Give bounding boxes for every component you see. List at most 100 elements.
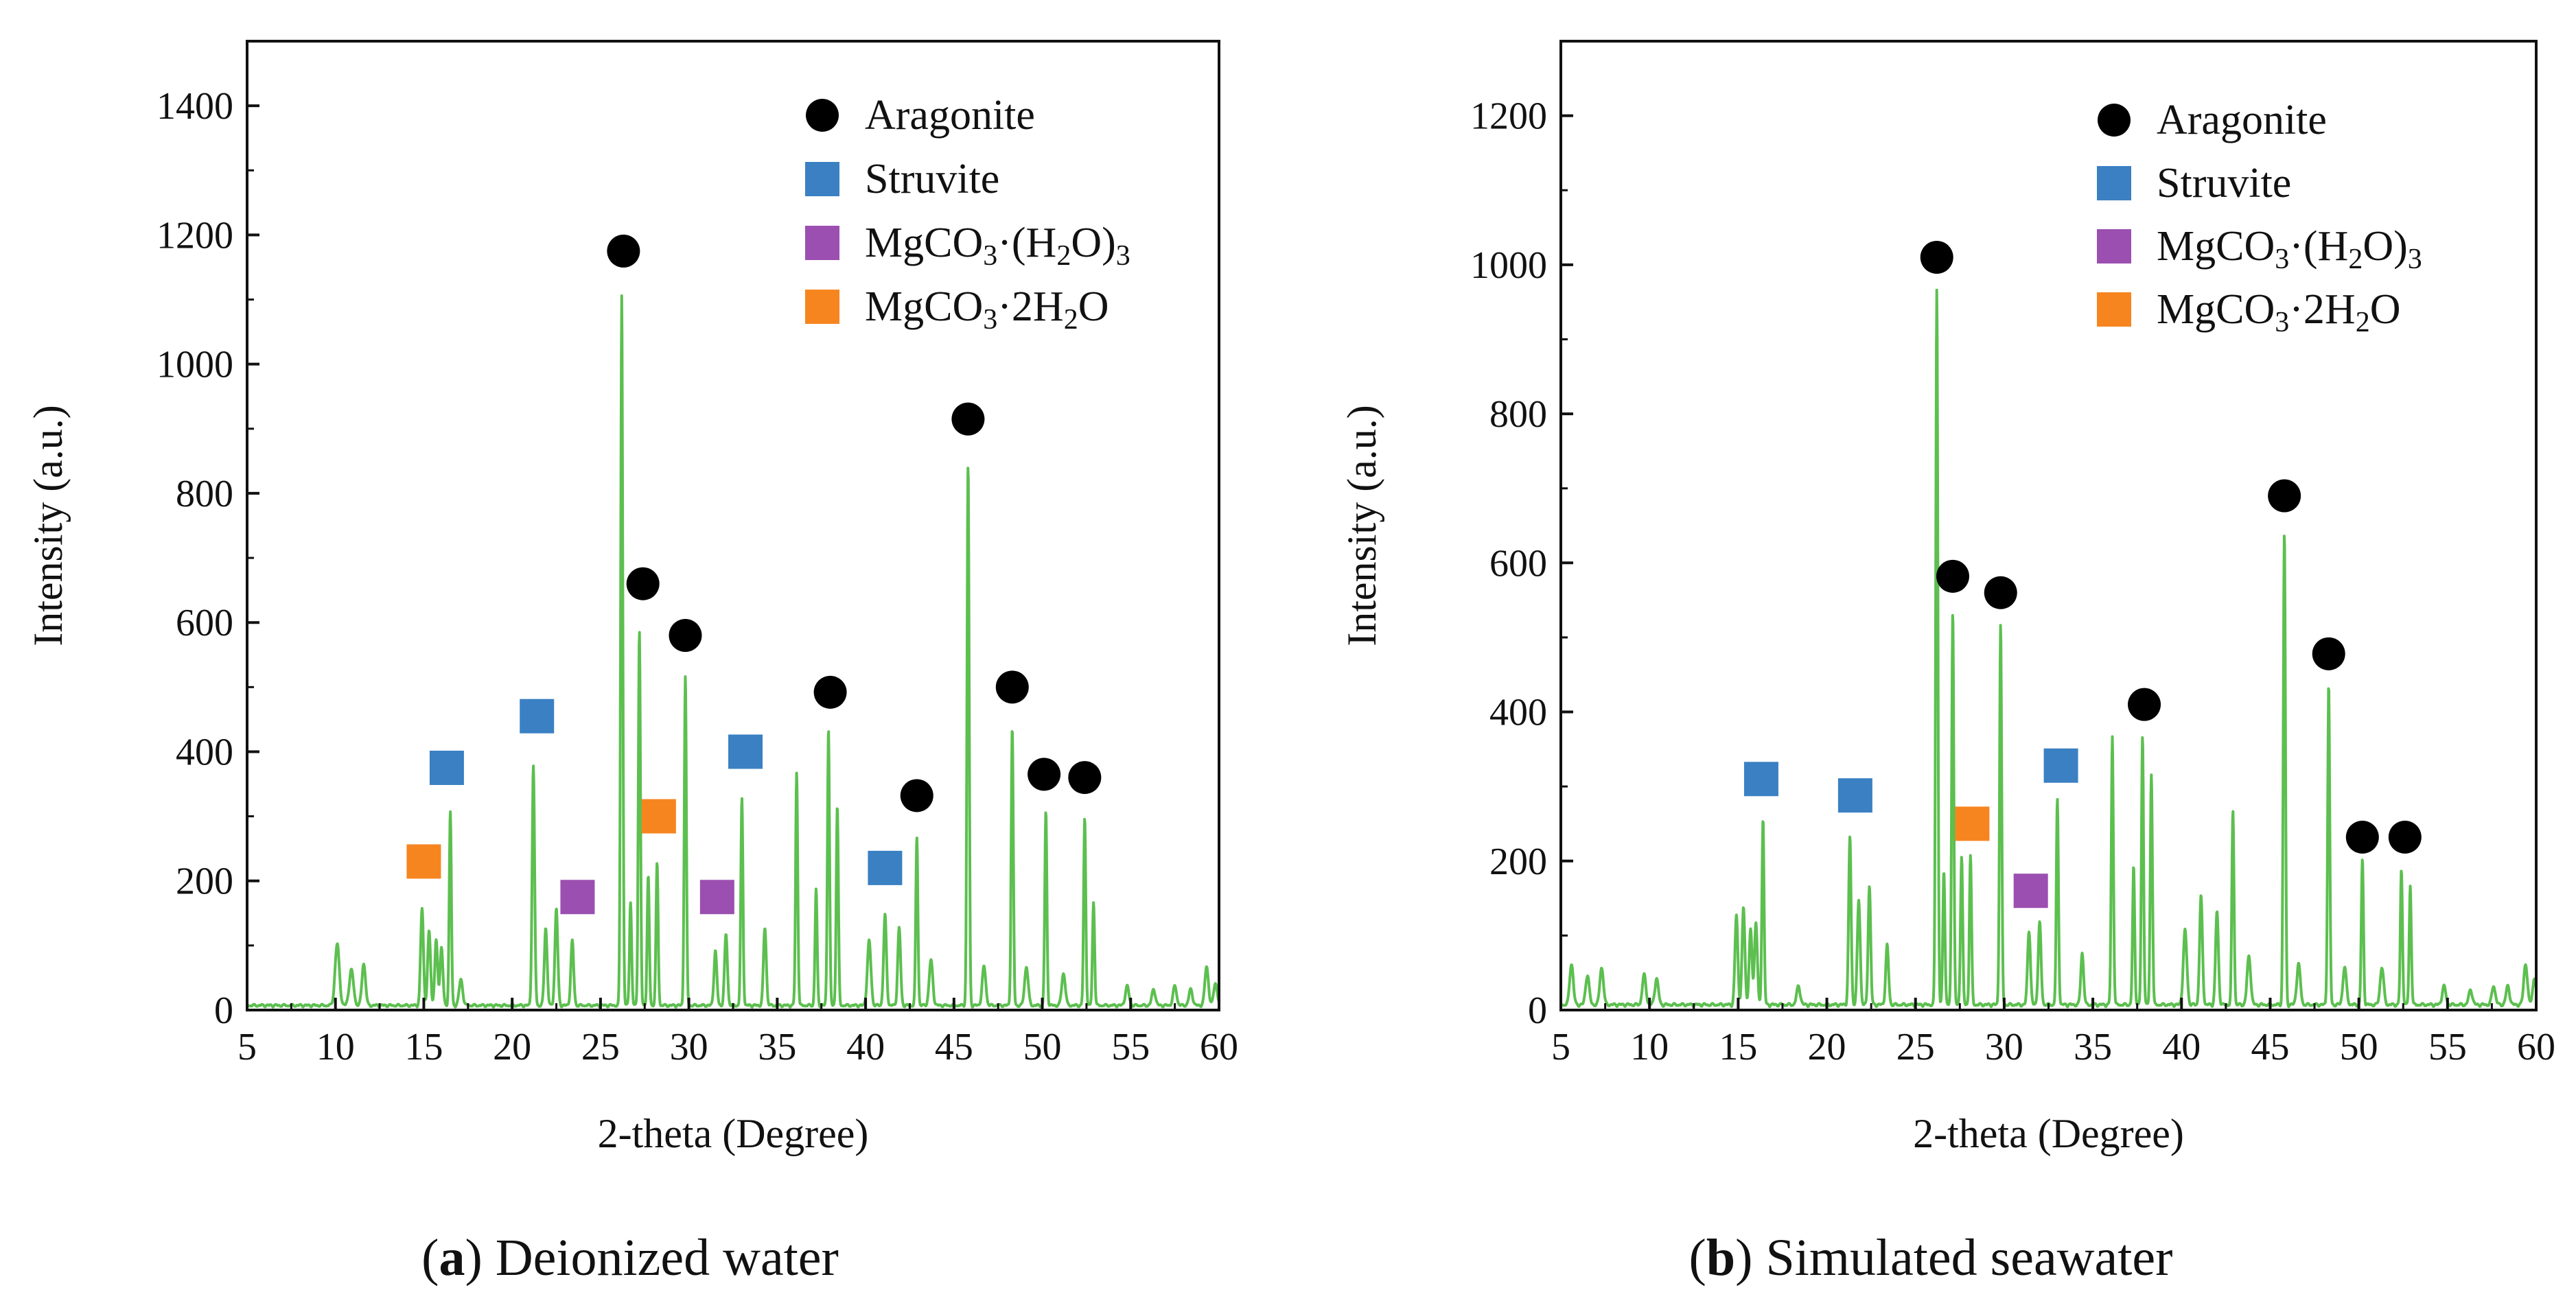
aragonite-marker [669,619,702,653]
aragonite-marker [626,567,660,600]
caption-a: (a) Deionized water [421,1229,839,1287]
mgco3-h2o3-marker [560,880,595,915]
legend-formula-sub: 3 [983,304,997,336]
aragonite-marker [951,402,985,436]
struvite-marker [2043,748,2078,783]
y-tick-label: 800 [176,473,233,515]
x-tick-label: 15 [404,1026,443,1068]
legend-aragonite-label: Aragonite [865,92,1035,139]
caption-a-text: Deionized water [483,1229,839,1287]
x-tick-label: 10 [1630,1026,1669,1068]
aragonite-marker [1028,758,1061,791]
x-tick-label: 40 [2162,1026,2201,1068]
x-tick-label: 25 [581,1026,620,1068]
legend-formula-sub: 3 [2408,244,2422,275]
legend-formula-part: MgCO [2157,286,2275,333]
caption-b-text: Simulated seawater [1752,1229,2172,1287]
legend-struvite-label: Struvite [2157,160,2291,207]
x-tick-label: 5 [237,1026,257,1068]
legend-mgco3_2h2o-label: MgCO3·2H2O [865,283,1109,336]
y-tick-label: 1400 [156,85,233,128]
legend-formula-part: ·(H [997,220,1056,266]
legend-aragonite-marker [806,99,839,132]
y-tick-label: 800 [1489,393,1547,436]
y-tick-label: 0 [214,989,233,1032]
legend-formula-part: O [2370,286,2401,333]
legend-mgco3_h2o3-label: MgCO3·(H2O)3 [2157,223,2422,275]
x-tick-label: 35 [2074,1026,2112,1068]
struvite-marker [1837,778,1872,813]
caption-b-letter: b [1706,1229,1735,1287]
y-axis-title: Intensity (a.u.) [1339,405,1384,646]
aragonite-marker [2388,821,2422,854]
x-tick-label: 20 [1808,1026,1846,1068]
y-tick-label: 0 [1528,989,1547,1032]
mgco3-h2o3-marker [2013,874,2048,909]
x-tick-label: 35 [758,1026,796,1068]
aragonite-marker [1984,576,2017,609]
legend-formula-sub: 3 [2275,244,2289,275]
x-tick-label: 40 [846,1026,885,1068]
y-tick-label: 1000 [1470,244,1547,287]
x-tick-label: 45 [935,1026,973,1068]
y-tick-label: 1000 [156,344,233,386]
legend-formula-part: O) [1071,220,1115,266]
legend-formula-sub: 3 [2275,307,2289,338]
legend-aragonite-label: Aragonite [2157,97,2327,143]
struvite-marker [728,734,763,769]
struvite-marker [868,850,903,885]
xrd-series-line [1559,288,2538,1009]
plot-frame [1559,40,2538,1011]
x-tick-label: 30 [670,1026,708,1068]
aragonite-marker [1936,559,1969,593]
x-tick-label: 5 [1551,1026,1570,1068]
aragonite-marker [1920,240,1953,274]
legend-formula-part: ·2H [2289,286,2355,333]
x-tick-label: 45 [2251,1026,2289,1068]
aragonite-marker [995,670,1029,704]
plot-frame [246,40,1220,1011]
aragonite-marker [1068,761,1102,795]
mgco3-h2o3-marker [699,880,734,915]
legend-formula-sub: 2 [1064,304,1078,336]
x-tick-label: 55 [1111,1026,1150,1068]
aragonite-marker [2128,688,2161,721]
struvite-marker [429,751,464,785]
y-tick-label: 600 [176,602,233,644]
caption-a-letter: a [439,1229,465,1287]
legend-mgco3_h2o3-label: MgCO3·(H2O)3 [865,220,1130,272]
x-tick-label: 60 [1200,1026,1238,1068]
legend-aragonite-marker [2098,104,2131,137]
legend-struvite-marker [805,162,839,196]
x-tick-label: 20 [493,1026,531,1068]
y-tick-label: 400 [1489,692,1547,734]
legend-struvite-marker [2097,166,2131,200]
aragonite-marker [2312,637,2345,670]
legend-formula-sub: 3 [983,240,997,272]
aragonite-marker [2268,479,2301,513]
x-axis-title: 2-theta (Degree) [1913,1111,2184,1156]
mgco3-2h2o-marker [1955,806,1990,841]
legend-formula-part: ·2H [997,283,1063,330]
legend-formula-part: MgCO [2157,223,2275,270]
caption-b: (b) Simulated seawater [1689,1229,2173,1287]
aragonite-marker [900,779,933,812]
aragonite-marker [607,234,640,268]
struvite-marker [520,699,555,734]
legend-mgco3_2h2o-label: MgCO3·2H2O [2157,286,2400,338]
y-tick-label: 1200 [156,214,233,257]
legend-formula-part: MgCO [865,220,983,266]
legend-mgco3_h2o3-marker [2097,229,2131,263]
chart-panel-a: 5 10 15 20 25 30 35 40 45 50 55 6002004006008001000… [25,40,1238,1156]
struvite-marker [1743,762,1778,797]
legend-mgco3_2h2o-marker [805,290,839,324]
aragonite-marker [813,675,847,709]
aragonite-marker [2345,821,2379,854]
legend-formula-sub: 2 [1056,240,1071,272]
mgco3-2h2o-marker [641,799,676,834]
x-tick-label: 10 [316,1026,355,1068]
legend-struvite-label: Struvite [865,156,999,202]
x-tick-label: 50 [2340,1026,2378,1068]
legend-mgco3_2h2o-marker [2097,292,2131,327]
